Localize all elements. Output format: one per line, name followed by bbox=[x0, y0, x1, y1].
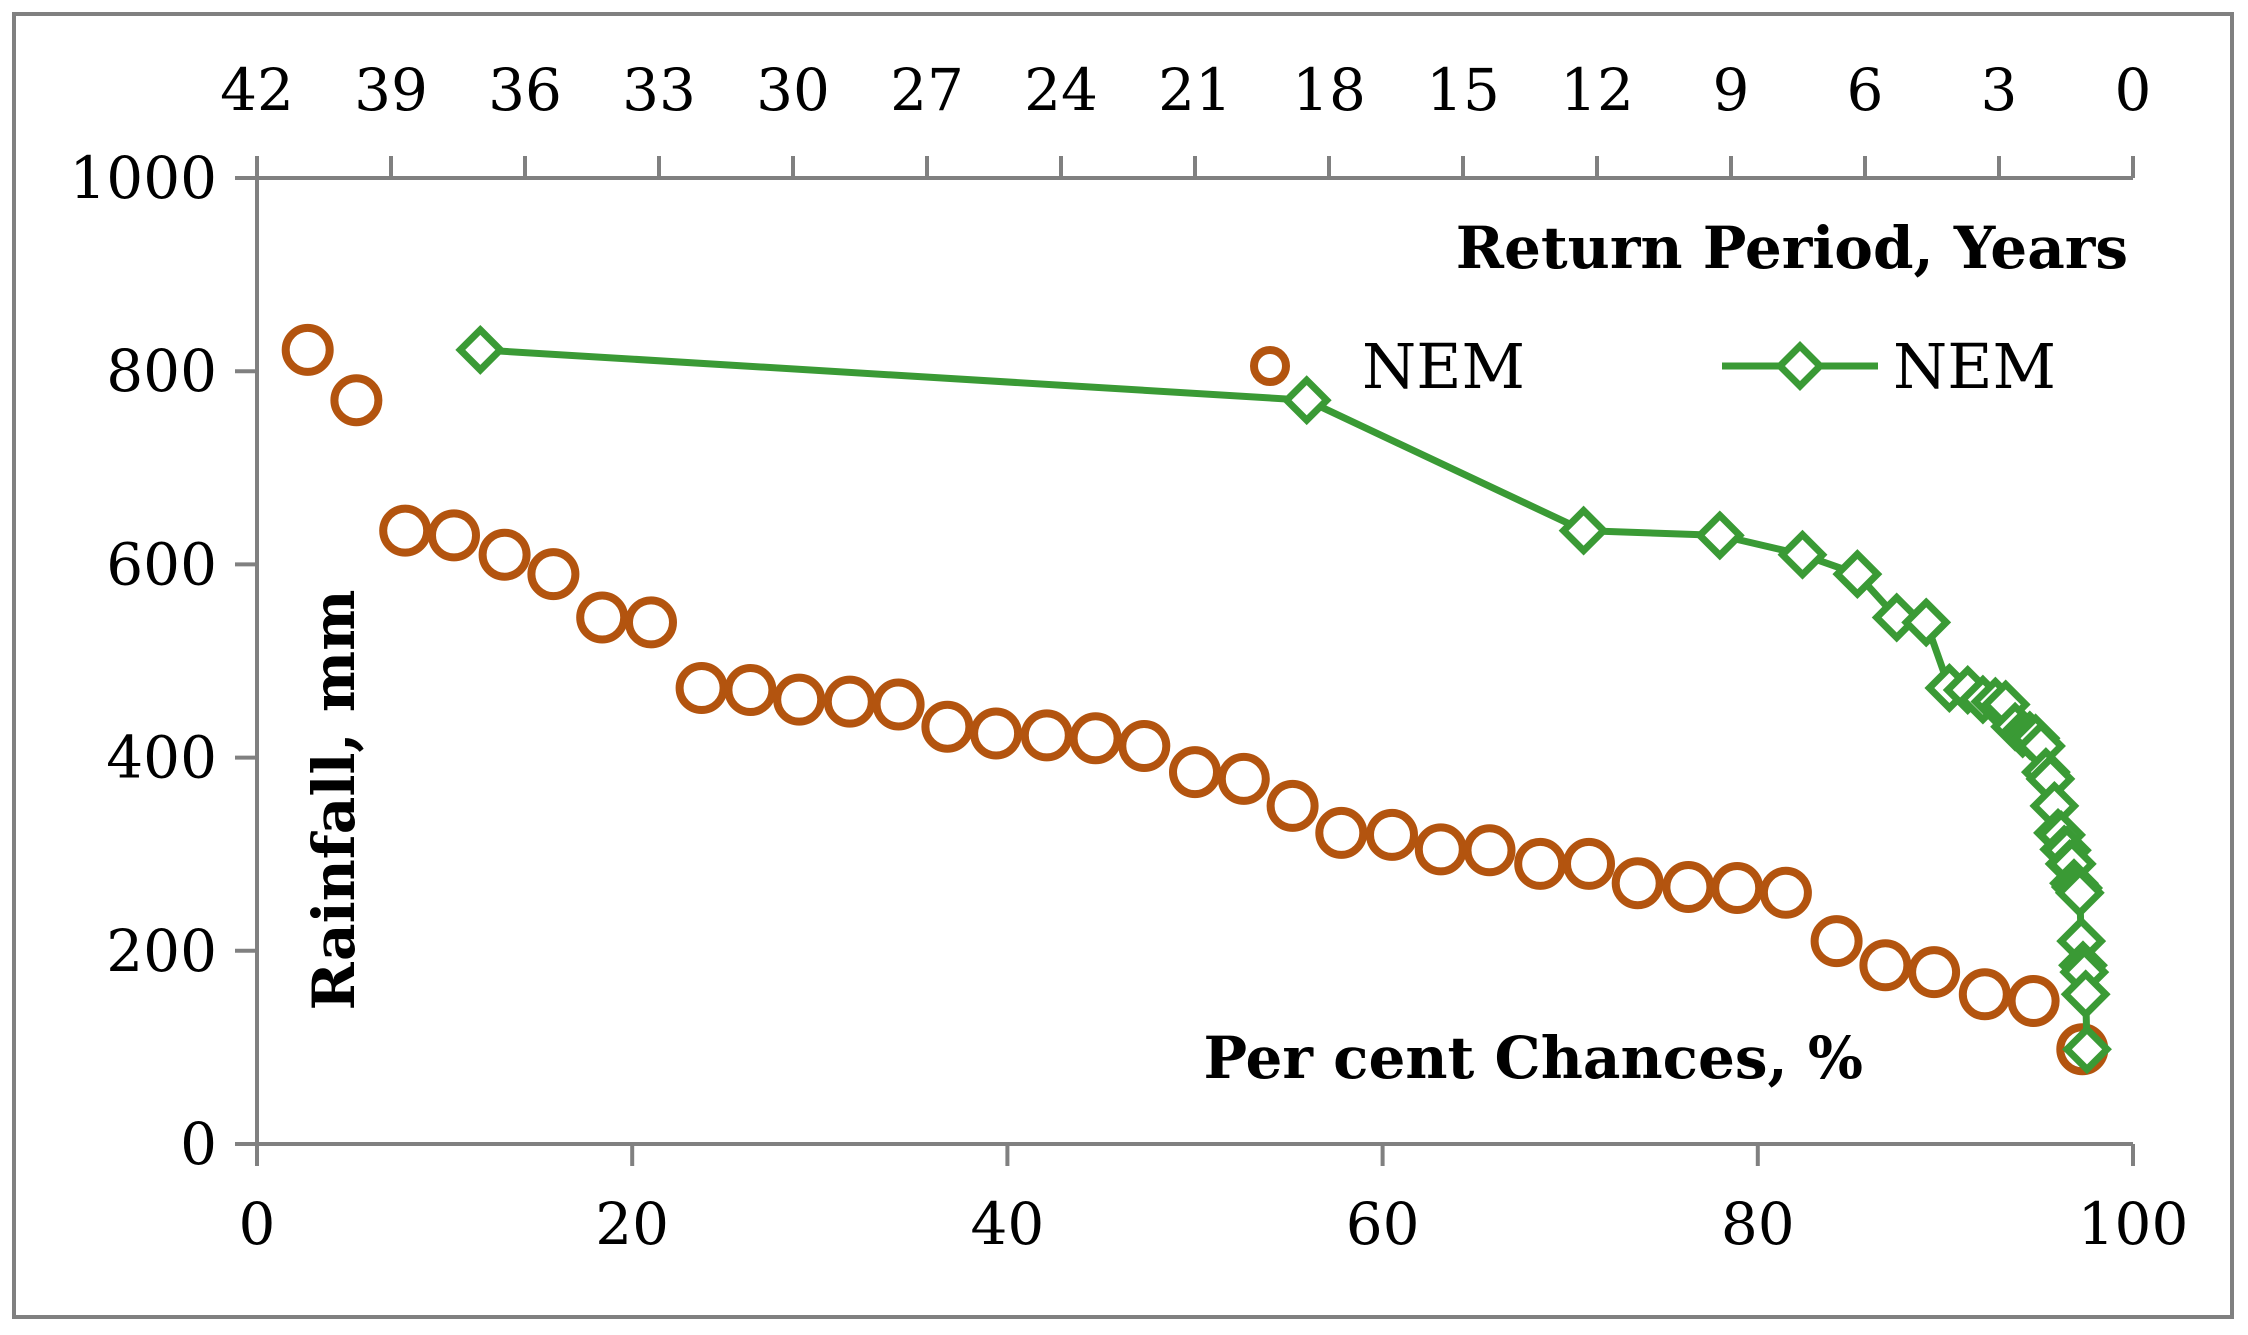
x2-tick-label: 18 bbox=[1292, 56, 1366, 124]
series-1 bbox=[281, 323, 2109, 1076]
x2-tick-label: 3 bbox=[1981, 56, 2018, 124]
x-axis-title: Per cent Chances, % bbox=[1203, 1024, 1863, 1092]
series-1-point bbox=[1217, 752, 1270, 805]
series-1-point bbox=[1414, 823, 1467, 876]
series-1-point bbox=[527, 548, 580, 601]
x2-tick-label: 30 bbox=[756, 56, 830, 124]
x2-tick-label: 0 bbox=[2115, 56, 2152, 124]
series-1-point bbox=[1069, 712, 1122, 765]
series-1-point bbox=[1514, 837, 1567, 890]
series-1-point bbox=[773, 673, 826, 726]
x2-tick-label: 15 bbox=[1426, 56, 1500, 124]
series-1-point bbox=[281, 323, 334, 376]
legend: NEM NEM bbox=[1250, 330, 2056, 403]
series-2-point bbox=[1901, 597, 1952, 648]
y-tick-label: 1000 bbox=[69, 144, 217, 212]
series-1-point bbox=[1810, 915, 1863, 968]
series-1-point bbox=[1711, 862, 1764, 914]
series-1-point bbox=[1859, 939, 1912, 992]
x2-tick-label: 12 bbox=[1560, 56, 1634, 124]
series-1-point bbox=[1118, 720, 1171, 772]
series-2-point bbox=[1694, 510, 1745, 561]
series-1-point bbox=[1020, 709, 1073, 762]
series-1-point bbox=[379, 504, 432, 557]
series-2-point bbox=[1777, 529, 1828, 580]
series-1-point bbox=[2007, 975, 2060, 1027]
series-2 bbox=[455, 324, 2112, 1075]
series-2-point bbox=[2062, 1024, 2112, 1075]
series-2-point bbox=[2060, 969, 2111, 1020]
series-1-point bbox=[872, 678, 925, 731]
chart-frame bbox=[12, 12, 2234, 1319]
x-tick-label: 0 bbox=[239, 1190, 276, 1258]
x-tick-label: 60 bbox=[1346, 1190, 1420, 1258]
series-1-point bbox=[1463, 824, 1516, 877]
series-1-point bbox=[576, 591, 629, 644]
x2-axis-title: Return Period, Years bbox=[1456, 214, 2128, 282]
y-tick-label: 600 bbox=[106, 530, 217, 598]
x2-tick-label: 36 bbox=[488, 56, 562, 124]
legend-label-series-2: NEM bbox=[1893, 330, 2056, 403]
series-1-point bbox=[970, 707, 1023, 760]
series-1-point bbox=[1266, 779, 1319, 832]
legend-marker-series-2 bbox=[1775, 341, 1825, 391]
x2-tick-label: 33 bbox=[622, 56, 696, 124]
series-1-point bbox=[1958, 968, 2011, 1021]
x-tick-label: 100 bbox=[2078, 1190, 2189, 1258]
series-2-point bbox=[2054, 867, 2105, 918]
series-1-point bbox=[1908, 946, 1961, 999]
series-2-point bbox=[1558, 505, 1609, 556]
series-1-point bbox=[1759, 866, 1812, 919]
x-tick-label: 80 bbox=[1721, 1190, 1795, 1258]
x-tick-label: 40 bbox=[970, 1190, 1044, 1258]
x2-tick-label: 24 bbox=[1024, 56, 1098, 124]
y-axis-title: Rainfall, mm bbox=[300, 589, 368, 1010]
series-1-point bbox=[1315, 806, 1368, 859]
series-1-point bbox=[625, 596, 677, 649]
series-1-point bbox=[724, 664, 777, 716]
x2-tick-label: 9 bbox=[1713, 56, 1750, 124]
series-1-point bbox=[1169, 746, 1221, 799]
series-1-point bbox=[1611, 857, 1664, 910]
x2-tick-label: 21 bbox=[1158, 56, 1232, 124]
series-1-point bbox=[921, 700, 974, 753]
x2-tick-label: 39 bbox=[354, 56, 428, 124]
series-2-point bbox=[455, 324, 506, 375]
series-1-point bbox=[330, 374, 383, 427]
series-1-point bbox=[675, 662, 728, 714]
series-1-point bbox=[478, 528, 531, 581]
y-tick-label: 400 bbox=[106, 724, 217, 792]
series-1-point bbox=[1366, 808, 1418, 861]
series-1-point bbox=[1563, 837, 1615, 890]
x2-tick-label: 27 bbox=[890, 56, 964, 124]
series-1-point bbox=[428, 509, 480, 562]
legend-label-series-1: NEM bbox=[1362, 330, 1525, 403]
series-1-point bbox=[1662, 861, 1715, 913]
x2-tick-label: 6 bbox=[1847, 56, 1884, 124]
y-tick-label: 800 bbox=[106, 337, 217, 405]
series-2-point bbox=[1281, 375, 1332, 426]
series-2-point bbox=[1832, 549, 1883, 600]
series-1-point bbox=[823, 675, 876, 728]
y-tick-label: 200 bbox=[106, 917, 217, 985]
x2-tick-label: 42 bbox=[220, 56, 294, 124]
legend-marker-series-1 bbox=[1250, 346, 1290, 386]
y-tick-label: 0 bbox=[180, 1110, 217, 1178]
x-tick-label: 20 bbox=[595, 1190, 669, 1258]
